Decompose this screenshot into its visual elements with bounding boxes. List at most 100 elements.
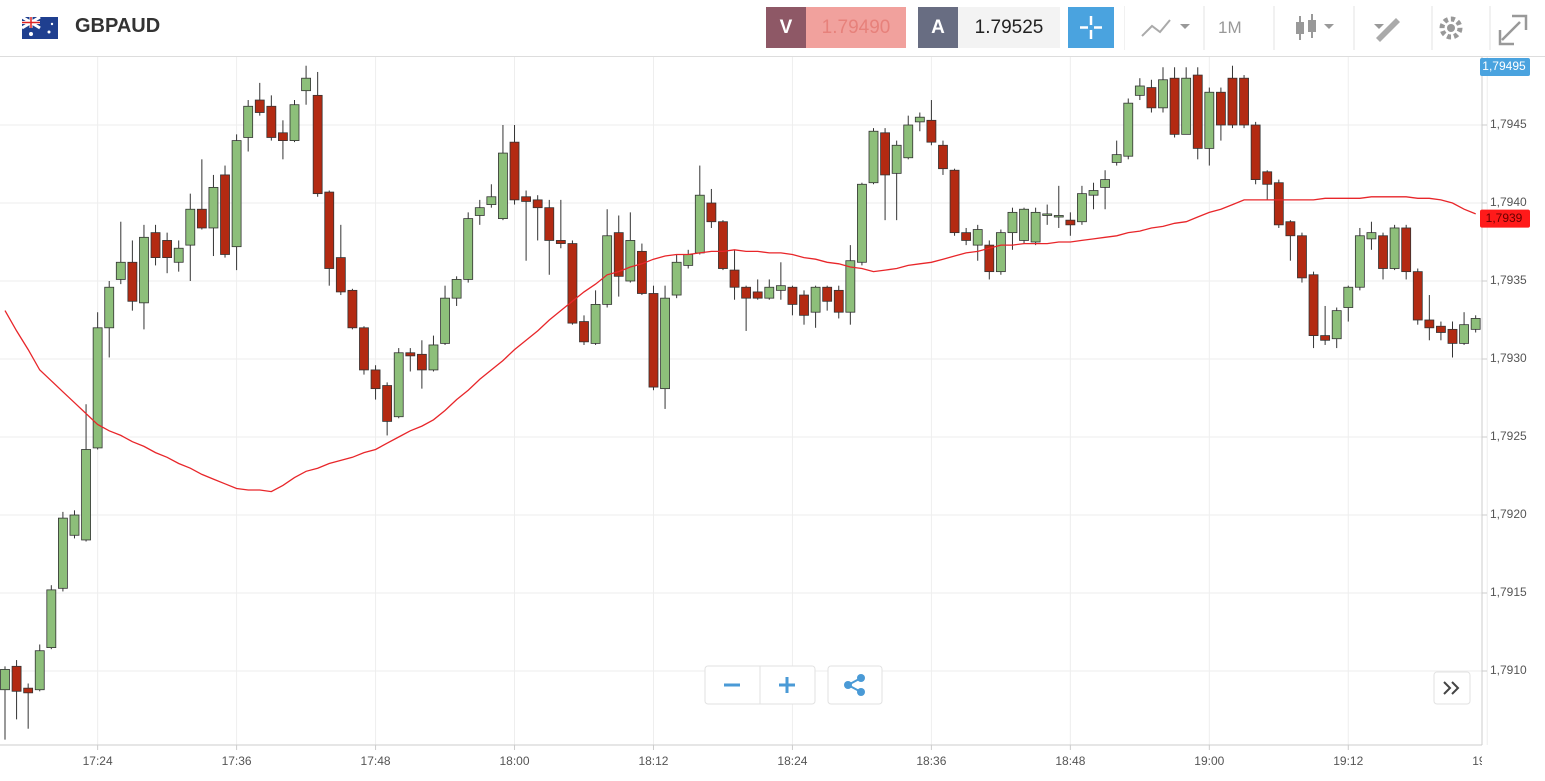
toolbar-icons xyxy=(1124,6,1528,50)
candle-body xyxy=(1077,193,1087,223)
candle-body xyxy=(289,104,300,142)
candle-body xyxy=(1262,171,1273,185)
toolbar: GBPAUD V 1.79490 A 1.79525 1M xyxy=(0,0,1545,57)
buy-button[interactable]: A xyxy=(918,7,958,48)
candle-body xyxy=(440,297,450,344)
candle-body xyxy=(1297,235,1307,279)
candle-body xyxy=(1030,211,1041,243)
candle-body xyxy=(775,285,786,291)
candle-body xyxy=(69,514,80,536)
candle-body xyxy=(683,254,694,266)
x-tick-label: 17:48 xyxy=(361,754,391,768)
y-tick-label: 1,7910 xyxy=(1490,663,1527,677)
candle-body xyxy=(254,99,265,113)
candle-body xyxy=(741,286,752,299)
candle-body xyxy=(729,269,740,288)
candle-body xyxy=(1216,91,1226,126)
candle-body xyxy=(1470,318,1481,330)
candle-body xyxy=(498,152,508,219)
candle-body xyxy=(301,77,311,92)
candle-body xyxy=(115,261,126,280)
y-tick-label: 1,7940 xyxy=(1490,195,1527,209)
moving-average-line xyxy=(4,196,1476,493)
candle-body xyxy=(637,250,647,294)
x-tick-label: 18:12 xyxy=(638,754,668,768)
candle-body xyxy=(1389,227,1400,269)
candle-body xyxy=(312,94,323,195)
candle-body xyxy=(1401,227,1412,273)
candle-body xyxy=(868,130,879,184)
candle-body xyxy=(857,183,867,263)
candle-body xyxy=(961,232,972,241)
candle-body xyxy=(196,208,207,229)
scroll-right-button[interactable] xyxy=(1433,671,1471,705)
candle-body xyxy=(11,665,22,692)
price-tag-label: 1,7939 xyxy=(1486,211,1523,225)
x-tick-label: 19:24 xyxy=(1472,754,1502,768)
candle-body xyxy=(949,169,960,234)
candle-body xyxy=(370,369,381,390)
candle-body xyxy=(208,186,219,229)
candle-body xyxy=(972,229,983,246)
timeframe[interactable]: 1M xyxy=(1218,18,1242,37)
candle-body xyxy=(1088,190,1099,196)
candle-body xyxy=(1065,219,1076,226)
candle-body xyxy=(162,240,173,259)
candle-body xyxy=(752,291,763,299)
price-tag xyxy=(1480,209,1530,228)
candle-body xyxy=(648,293,659,388)
candle-body xyxy=(903,124,914,159)
candle-body xyxy=(660,297,670,390)
candle-body xyxy=(1239,77,1249,126)
candle-body xyxy=(474,207,485,216)
flag-icon xyxy=(22,17,58,39)
candle-body xyxy=(231,140,242,248)
candle-body xyxy=(463,218,474,280)
candle-body xyxy=(799,294,809,316)
candle-body xyxy=(382,385,393,422)
candle-body xyxy=(1412,271,1423,321)
candle-body xyxy=(1146,87,1157,109)
sell-price[interactable]: 1.79490 xyxy=(806,7,906,48)
crosshair-button[interactable] xyxy=(1068,7,1114,48)
candle-body xyxy=(880,132,890,176)
candle-body xyxy=(127,261,138,302)
candle-body xyxy=(1436,325,1446,333)
candle-body xyxy=(405,352,416,357)
candle-body xyxy=(764,286,775,299)
candle-body xyxy=(532,199,543,209)
candle-body xyxy=(278,132,288,142)
candle-body xyxy=(567,243,578,324)
candle-body xyxy=(393,352,404,418)
sell-button[interactable]: V xyxy=(766,7,806,48)
candle-body xyxy=(58,517,68,589)
candle-body xyxy=(706,202,717,223)
candle-body xyxy=(509,141,520,201)
candle-body xyxy=(1343,286,1354,308)
candle-body xyxy=(1354,235,1365,288)
share-button[interactable] xyxy=(827,665,883,705)
candle-body xyxy=(984,244,995,273)
candle-body xyxy=(590,303,601,344)
candle-body xyxy=(1042,213,1053,216)
candle-body xyxy=(1007,211,1018,234)
price-tag xyxy=(1480,58,1530,76)
candle-body xyxy=(1204,91,1215,149)
candle-body xyxy=(625,240,636,282)
zoom-in[interactable] xyxy=(779,677,795,693)
candle-body xyxy=(0,669,10,691)
candle-body xyxy=(833,289,844,313)
candle-body xyxy=(1123,102,1134,157)
candle-body xyxy=(1100,179,1110,188)
candle-body xyxy=(845,260,856,313)
candle-body xyxy=(822,286,833,302)
candle-body xyxy=(891,144,902,174)
candle-body xyxy=(1111,154,1122,163)
candle-body xyxy=(555,240,566,244)
candle-body xyxy=(1424,319,1435,329)
zoom-controls xyxy=(704,665,1471,705)
buy-price[interactable]: 1.79525 xyxy=(958,7,1060,48)
candle-body xyxy=(34,650,45,691)
candle-body xyxy=(486,196,497,205)
